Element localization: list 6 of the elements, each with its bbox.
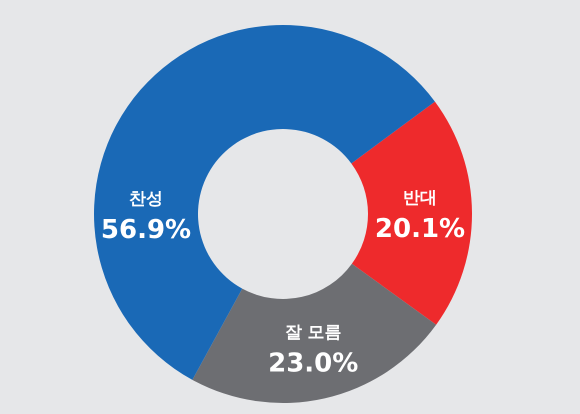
slice-label: 반대 xyxy=(403,188,437,208)
data-label: 20.1% xyxy=(374,214,466,244)
data-label: 56.9% xyxy=(100,215,192,245)
data-label: 23.0% xyxy=(268,348,358,379)
slice-label: 찬성 xyxy=(129,189,163,209)
slice-label: 잘 모름 xyxy=(284,322,342,343)
